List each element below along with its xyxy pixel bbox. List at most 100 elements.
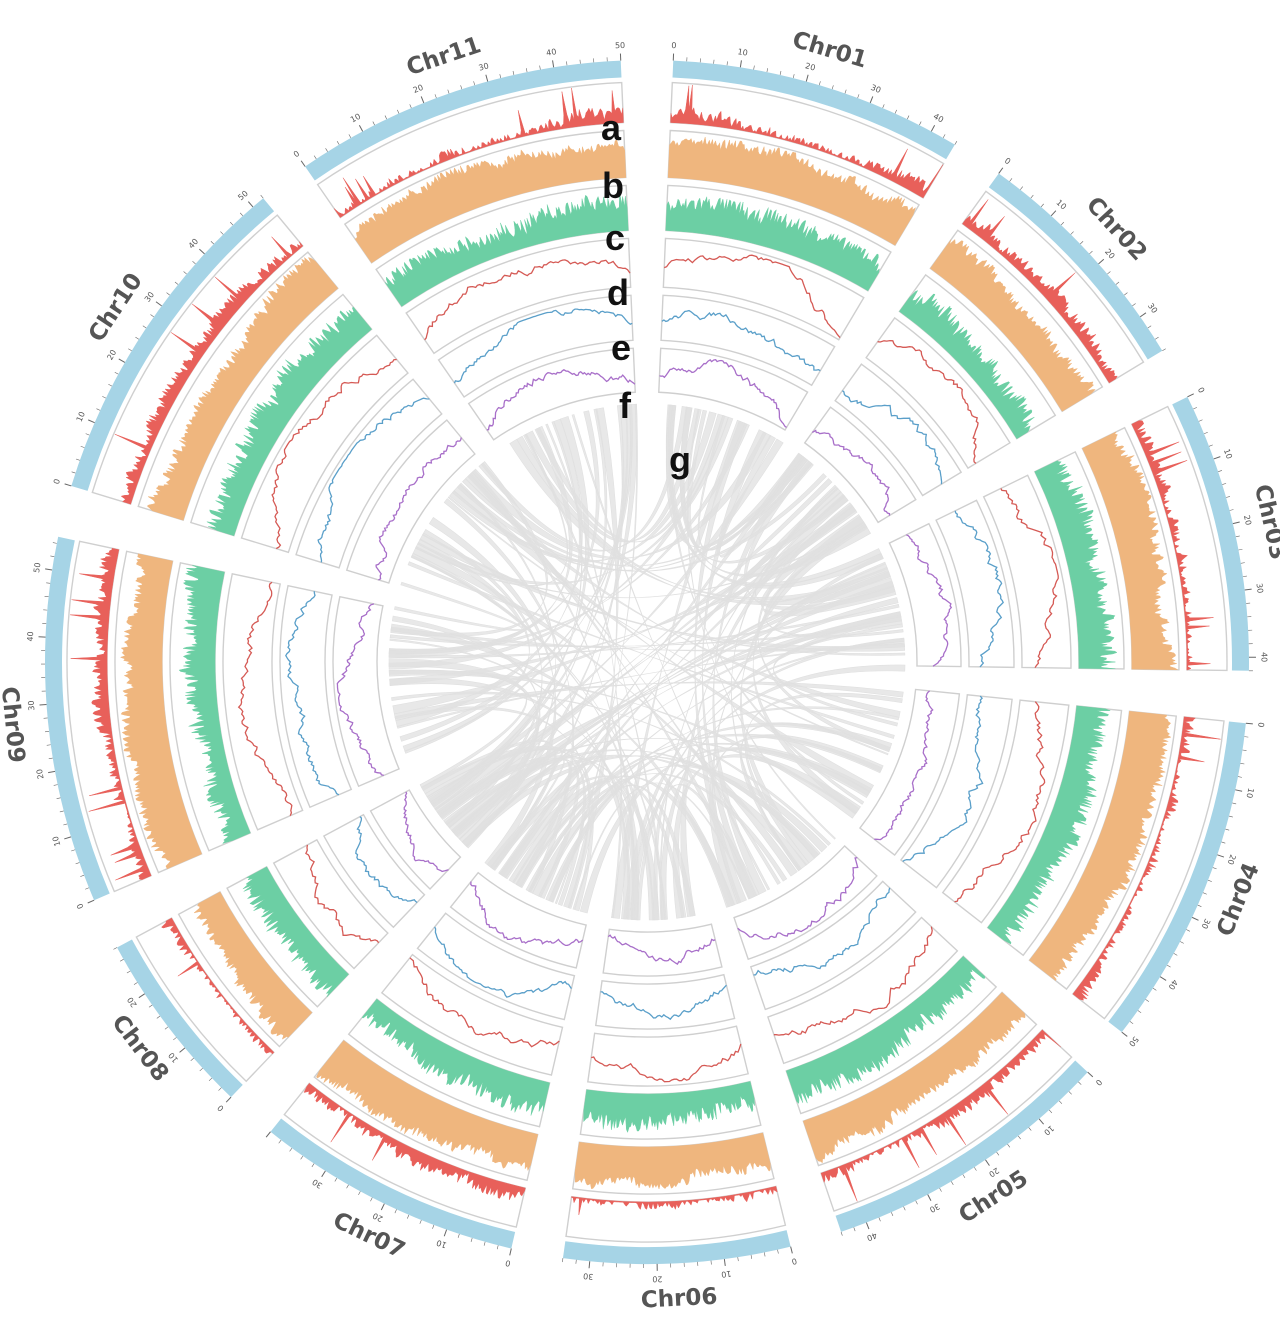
tick-label: 30	[583, 1271, 594, 1281]
line-track-e	[285, 591, 340, 796]
tick-mark	[903, 1206, 906, 1211]
line-track-d	[409, 957, 560, 1048]
ideogram-chr10	[71, 198, 275, 491]
tick-mark	[45, 568, 53, 571]
tick-mark	[1226, 496, 1231, 498]
histogram-b	[667, 136, 916, 246]
tick-label: 30	[928, 1201, 941, 1214]
histogram-b	[146, 256, 339, 521]
histogram-a	[114, 236, 304, 505]
line-track-e	[600, 984, 727, 1021]
track-frame-d	[380, 953, 564, 1076]
histogram-b	[193, 891, 313, 1040]
tick-mark	[210, 241, 214, 245]
track-frame-d	[865, 316, 1011, 470]
tick-mark	[865, 1222, 870, 1230]
tick-mark	[190, 1057, 194, 1062]
tick-mark	[1050, 210, 1057, 217]
histogram-a	[333, 88, 624, 218]
tick-mark	[1068, 1091, 1072, 1095]
histogram-c	[178, 565, 251, 844]
ticks-chr10: 0 10 20 30 40 50	[52, 189, 264, 487]
synteny-link	[538, 706, 900, 898]
tick-label: 10	[167, 1051, 180, 1065]
synteny-link	[388, 410, 600, 655]
tick-mark	[951, 1181, 954, 1186]
tick-label: 10	[349, 112, 362, 125]
tick-mark	[1162, 348, 1166, 352]
synteny-link	[428, 416, 590, 807]
synteny-link	[429, 404, 629, 808]
track-frame-f	[803, 406, 917, 524]
tick-mark	[894, 109, 897, 114]
tick-mark	[336, 141, 340, 145]
tick-mark	[790, 1246, 793, 1254]
chromosome-label: Chr02	[1081, 192, 1152, 266]
track-frame-f	[369, 789, 462, 890]
tick-label: 20	[804, 61, 816, 72]
histogram-c	[899, 290, 1035, 440]
tick-mark	[1228, 815, 1233, 818]
tick-label: 20	[371, 1211, 384, 1224]
synteny-link	[459, 482, 556, 849]
line-track-f	[470, 881, 584, 947]
tick-mark	[265, 1131, 271, 1138]
tick-label: 20	[1103, 247, 1116, 261]
tick-mark	[80, 445, 85, 448]
tick-mark	[420, 96, 425, 104]
tick-mark	[779, 70, 782, 75]
tick-mark	[50, 555, 55, 557]
synteny-link	[388, 425, 573, 658]
sector-chr11: 0 10 20 30 40 50 Chr11	[292, 32, 636, 441]
track-letter-d: d	[607, 272, 629, 313]
tick-label: 20	[1242, 514, 1253, 526]
histogram-c	[665, 196, 880, 292]
synteny-link	[571, 414, 771, 891]
tick-mark	[1132, 303, 1136, 307]
tick-mark	[996, 1151, 1000, 1156]
tick-label: 30	[143, 290, 156, 304]
tick-mark	[126, 970, 131, 974]
line-track-d	[591, 1043, 742, 1083]
synteny-link	[730, 484, 837, 872]
tick-mark	[118, 358, 126, 363]
tick-mark	[1098, 258, 1105, 265]
tick-mark	[1245, 722, 1253, 725]
track-letter-b: b	[602, 165, 624, 206]
tick-mark	[87, 419, 95, 424]
line-track-e	[453, 308, 633, 384]
tick-mark	[525, 68, 528, 73]
tick-mark	[1129, 1021, 1134, 1025]
tick-mark	[114, 371, 119, 375]
tick-mark	[321, 1170, 326, 1178]
synteny-link	[744, 692, 903, 866]
synteny-link	[579, 747, 871, 914]
histogram-a	[161, 917, 275, 1055]
tick-mark	[723, 1258, 726, 1267]
track-frame-f	[858, 688, 961, 857]
chromosome-label: Chr09	[0, 685, 29, 764]
tick-mark	[962, 1174, 966, 1179]
tick-mark	[87, 899, 95, 904]
tick-mark	[1213, 456, 1221, 460]
tick-mark	[311, 1163, 315, 1168]
tick-mark	[46, 744, 51, 746]
tick-mark	[260, 194, 264, 199]
tick-mark	[1137, 1010, 1142, 1014]
tick-mark	[1229, 509, 1234, 511]
track-letter-a: a	[601, 107, 622, 148]
tick-mark	[1235, 789, 1243, 792]
chromosome-label: Chr08	[106, 1010, 173, 1087]
line-track-f	[375, 437, 462, 581]
synteny-link	[417, 521, 865, 599]
tick-mark	[1222, 483, 1227, 485]
tick-mark	[155, 301, 162, 307]
tick-mark	[1207, 879, 1212, 882]
tick-mark	[208, 1077, 213, 1082]
tick-mark	[372, 121, 375, 126]
tick-mark	[166, 292, 170, 296]
tick-mark	[85, 433, 90, 436]
chromosome-sectors: 010203040Chr010102030Chr02010203040Chr03…	[0, 27, 1280, 1314]
tick-mark	[483, 1241, 486, 1246]
synteny-link	[694, 420, 748, 904]
